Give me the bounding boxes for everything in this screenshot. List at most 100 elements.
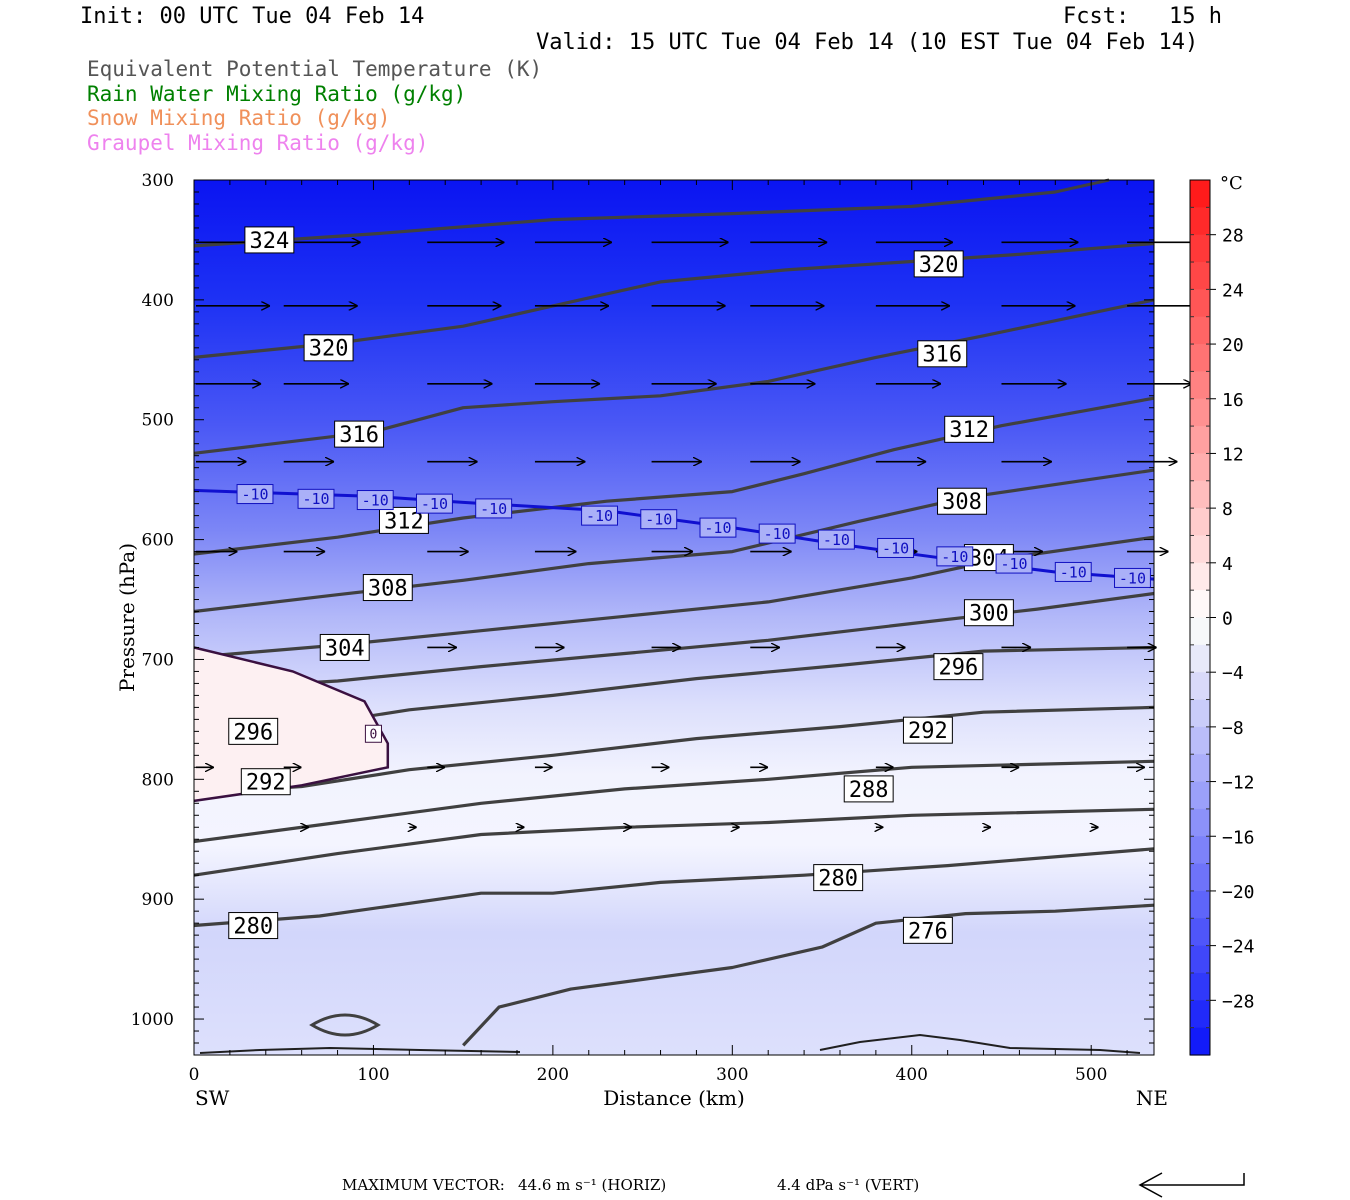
theta-e-label-280-0-text: 280 bbox=[233, 914, 273, 939]
colorbar-label-8: 8 bbox=[1222, 499, 1233, 520]
theta-e-closed-contour bbox=[309, 1013, 381, 1037]
theta-e-label-296-1-text: 296 bbox=[939, 656, 979, 681]
theta-e-label-288-0-text: 288 bbox=[849, 778, 889, 803]
zero-isotherm-line bbox=[193, 646, 390, 803]
colorbar-label-28: 28 bbox=[1222, 226, 1244, 247]
zero-isotherm-label-0-text: 0 bbox=[370, 727, 378, 742]
y-tick-label-900: 900 bbox=[142, 890, 174, 910]
y-tick-label-800: 800 bbox=[142, 770, 174, 790]
colorbar-band bbox=[1190, 453, 1210, 482]
y-tick-label-700: 700 bbox=[142, 650, 174, 670]
colorbar-band bbox=[1190, 918, 1210, 947]
legend-snow: Snow Mixing Ratio (g/kg) bbox=[87, 106, 391, 130]
x-tick-label-500: 500 bbox=[1075, 1065, 1107, 1085]
colorbar-band bbox=[1190, 562, 1210, 591]
theta-e-label-280-0: 280 bbox=[228, 912, 279, 939]
colorbar-label--4: −4 bbox=[1222, 663, 1244, 684]
theta-e-label-324-0-text: 324 bbox=[249, 229, 289, 254]
minus-ten-label-11-text: -10 bbox=[941, 548, 968, 566]
wind-vectors bbox=[196, 242, 1205, 827]
minus-ten-label-9-text: -10 bbox=[823, 531, 850, 549]
init-time: Init: 00 UTC Tue 04 Feb 14 bbox=[80, 4, 425, 29]
y-tick-label-300: 300 bbox=[142, 171, 174, 191]
theta-e-contour-300 bbox=[193, 591, 1155, 691]
minus-ten-label-7: -10 bbox=[699, 517, 737, 538]
zero-isotherm-label-0-box bbox=[364, 724, 382, 743]
theta-e-label-308-0-box bbox=[362, 574, 413, 602]
legend-theta-e: Equivalent Potential Temperature (K) bbox=[87, 57, 543, 81]
x-tick-label-300: 300 bbox=[716, 1065, 748, 1085]
minus-ten-label-12-text: -10 bbox=[1000, 555, 1027, 573]
theta-e-contour-324 bbox=[193, 178, 1110, 248]
y-tick-label-600: 600 bbox=[142, 531, 174, 551]
colorbar-band bbox=[1190, 316, 1210, 345]
minus-ten-label-8-text: -10 bbox=[764, 525, 791, 543]
minus-ten-label-4-box bbox=[475, 498, 513, 519]
minus-ten-label-10: -10 bbox=[877, 537, 915, 558]
max-vector-label: MAXIMUM VECTOR: bbox=[342, 1176, 505, 1194]
legend-graupel: Graupel Mixing Ratio (g/kg) bbox=[87, 131, 429, 155]
theta-e-contour-292 bbox=[193, 705, 1155, 796]
colorbar-band bbox=[1190, 726, 1210, 755]
minus-ten-label-11: -10 bbox=[936, 546, 974, 567]
theta-e-label-296-1: 296 bbox=[933, 653, 984, 681]
colorbar-label-20: 20 bbox=[1222, 335, 1244, 356]
minus-ten-label-3-box bbox=[415, 493, 453, 514]
colorbar-band bbox=[1190, 836, 1210, 865]
y-tick-label-400: 400 bbox=[142, 291, 174, 311]
minus-ten-label-12: -10 bbox=[995, 553, 1033, 574]
colorbar-unit: °C bbox=[1220, 173, 1243, 194]
theta-e-label-276-0: 276 bbox=[902, 916, 953, 944]
colorbar-label--20: −20 bbox=[1222, 882, 1255, 903]
minus-ten-label-12-box bbox=[995, 553, 1033, 574]
minus-ten-label-9-box bbox=[817, 529, 855, 550]
theta-e-label-292-0-text: 292 bbox=[246, 771, 286, 796]
theta-e-label-304-0-text: 304 bbox=[325, 636, 365, 661]
x-tick-label-100: 100 bbox=[357, 1065, 389, 1085]
colorbar-band bbox=[1190, 426, 1210, 455]
theta-e-label-320-0-box bbox=[303, 334, 354, 362]
colorbar-band bbox=[1190, 754, 1210, 783]
colorbar-band bbox=[1190, 480, 1210, 509]
theta-e-contour-276 bbox=[462, 903, 1155, 1047]
colorbar-label-24: 24 bbox=[1222, 280, 1244, 301]
minus-ten-label-5-text: -10 bbox=[586, 507, 613, 525]
minus-ten-label-0-box bbox=[236, 484, 274, 505]
y-tick-label-500: 500 bbox=[142, 411, 174, 431]
minus-ten-label-5-box bbox=[581, 505, 618, 526]
colorbar-label--28: −28 bbox=[1222, 991, 1255, 1012]
minus-ten-label-11-box bbox=[936, 546, 974, 567]
contour-labels: 3243203203163163123123083083043043002962… bbox=[228, 226, 1151, 944]
theta-e-label-296-1-box bbox=[933, 653, 984, 681]
colorbar-label-12: 12 bbox=[1222, 444, 1244, 465]
colorbar-band bbox=[1190, 344, 1210, 373]
theta-e-label-308-1-text: 308 bbox=[942, 490, 982, 515]
colorbar-band bbox=[1190, 863, 1210, 892]
colorbar-band bbox=[1190, 234, 1210, 263]
minus-ten-label-4: -10 bbox=[475, 498, 513, 519]
theta-e-label-312-1-box bbox=[944, 415, 995, 443]
theta-e-label-316-0: 316 bbox=[334, 420, 385, 448]
minus-ten-label-10-text: -10 bbox=[882, 539, 909, 557]
theta-e-contour-288 bbox=[193, 759, 1155, 844]
theta-e-label-304-0-box bbox=[319, 633, 370, 661]
colorbar-band bbox=[1190, 508, 1210, 537]
minus-ten-label-8-box bbox=[758, 523, 796, 544]
colorbar-band bbox=[1190, 945, 1210, 974]
theta-e-label-276-0-text: 276 bbox=[908, 919, 948, 944]
minus-ten-label-6: -10 bbox=[640, 509, 678, 530]
colorbar-band bbox=[1190, 180, 1210, 208]
minus-ten-label-10-box bbox=[877, 537, 915, 558]
colorbar-band bbox=[1190, 781, 1210, 810]
minus-ten-label-1-box bbox=[297, 488, 335, 509]
minus-ten-label-14: -10 bbox=[1114, 567, 1151, 588]
theta-e-label-300-0: 300 bbox=[963, 599, 1014, 627]
zero-isotherm-label-0: 0 bbox=[364, 724, 382, 743]
colorbar-band bbox=[1190, 535, 1210, 564]
x-end-label-left: SW bbox=[195, 1086, 230, 1110]
colorbar-band bbox=[1190, 398, 1210, 427]
minus-ten-label-1-text: -10 bbox=[302, 490, 329, 508]
theta-e-label-304-0: 304 bbox=[319, 633, 370, 661]
theta-e-label-316-1: 316 bbox=[917, 340, 968, 368]
